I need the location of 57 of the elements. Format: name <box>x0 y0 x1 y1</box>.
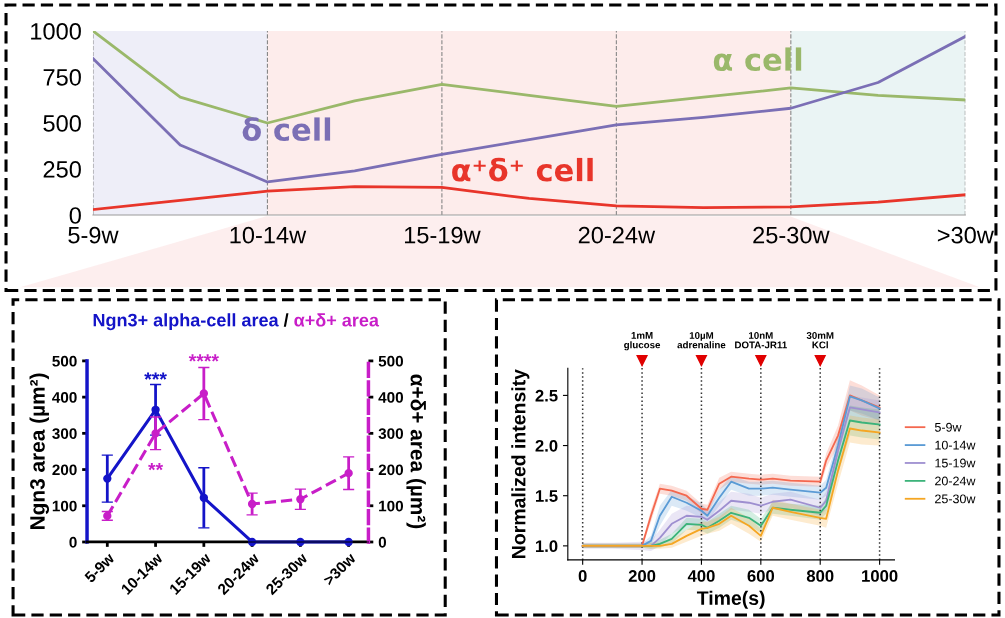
y-tick-label: 1000 <box>31 22 81 40</box>
text: α+δ+ area <box>294 313 380 327</box>
x-tick-label: >30w <box>937 226 994 244</box>
y2-tick-label: 200 <box>378 464 404 476</box>
x-tick-label: 25-30w <box>753 226 830 244</box>
y-axis-title: Normalized intensity <box>511 369 530 558</box>
y-tick-label: 1.0 <box>535 540 558 553</box>
legend-label: 10-14w <box>935 440 976 450</box>
y-axis-title: Ngn3 area (µm²) <box>29 373 50 529</box>
y-tick-label: 250 <box>43 161 81 178</box>
ref-line-label: 1mM glucose <box>624 332 661 351</box>
y-tick-label: 200 <box>52 464 77 476</box>
y2-tick-label: 300 <box>378 428 404 440</box>
y-tick-label: 2.0 <box>535 439 558 452</box>
annotation: ** <box>148 463 164 471</box>
x-tick-label: 5-9w <box>68 226 119 244</box>
x-tick-label: 800 <box>806 570 834 582</box>
y2-tick-label: 400 <box>378 391 404 403</box>
x-tick-label: 1000 <box>862 570 898 582</box>
y-tick-label: 750 <box>43 69 81 86</box>
y2-tick-label: 500 <box>378 355 404 367</box>
legend-label: 20-24w <box>935 476 976 486</box>
y-tick-label: 500 <box>52 355 77 367</box>
y2-tick-label: 0 <box>378 536 387 548</box>
x-tick-label: 400 <box>687 570 715 582</box>
legend-label: 15-19w <box>935 458 976 468</box>
ref-line-label: 10nM DOTA-JR11 <box>735 332 787 349</box>
x-tick-label: 10-14w <box>230 226 307 244</box>
y-tick-label: 500 <box>43 115 81 132</box>
legend-label: 5-9w <box>934 422 962 432</box>
y-tick-label: 400 <box>52 391 77 403</box>
x-tick-label: 200 <box>628 570 656 582</box>
y-tick-label: 100 <box>52 500 77 512</box>
y-tick-label: 2.5 <box>535 389 558 402</box>
x-tick-label: 20-24w <box>578 226 656 244</box>
y-tick-label: 300 <box>52 428 77 440</box>
line-series <box>92 35 966 184</box>
ref-line-label: 30mM KCl <box>806 332 834 349</box>
x-tick-label: 15-19w <box>404 226 481 244</box>
y2-tick-label: 100 <box>379 500 404 512</box>
y2-axis-title: α+δ+ area (µm²) <box>406 374 426 529</box>
x-axis-title: Time(s) <box>696 590 765 609</box>
y-tick-label: 1.5 <box>535 490 558 502</box>
annotation: *** <box>144 372 167 380</box>
text: Ngn3+ alpha-cell area <box>93 313 279 331</box>
chart-title: / <box>283 313 289 327</box>
series-label: α cell <box>713 47 802 72</box>
y-tick-label: 0 <box>69 207 81 224</box>
line-series <box>92 185 966 211</box>
x-tick-label: 600 <box>747 570 775 582</box>
ref-line-label: 10µM adrenaline <box>677 332 726 349</box>
annotation: **** <box>188 354 219 362</box>
y-tick-label: 0 <box>69 536 77 548</box>
series-label: α⁺δ⁺ cell <box>452 157 593 182</box>
x-tick-label: 0 <box>578 570 587 582</box>
legend-label: 25-30w <box>935 494 976 504</box>
series-label: δ cell <box>242 117 331 142</box>
